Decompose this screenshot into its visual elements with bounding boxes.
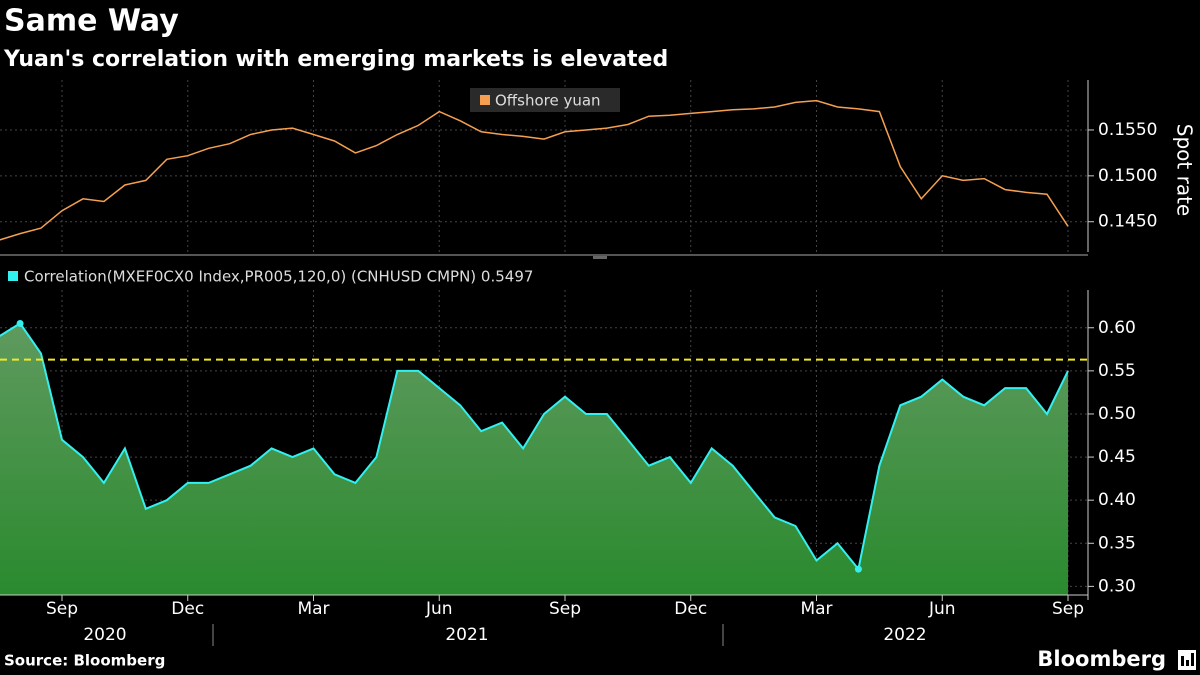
y-tick-label: 0.55: [1098, 361, 1136, 381]
area-line: [0, 322, 1069, 572]
legend-swatch: [480, 95, 490, 105]
extreme-dot: [854, 565, 862, 573]
x-group-label: 2022: [883, 625, 926, 645]
y-tick-label: 0.45: [1098, 447, 1136, 467]
plot-area: [0, 80, 1088, 595]
y-tick-label: 0.30: [1098, 576, 1136, 596]
x-group-label: 2020: [83, 625, 126, 645]
y-tick-label: 0.1500: [1098, 166, 1157, 186]
x-tick-label: Mar: [297, 599, 329, 619]
x-tick-label: Mar: [800, 599, 832, 619]
y-tick-label: 0.50: [1098, 404, 1136, 424]
y-axis-label: Spot rate: [1173, 124, 1197, 216]
brand-icon-bar: [1191, 653, 1194, 666]
chart-subtitle: Yuan's correlation with emerging markets…: [3, 47, 668, 72]
x-group-label: 2021: [445, 625, 488, 645]
legend-swatch: [8, 271, 18, 281]
extreme-dot: [16, 319, 24, 327]
x-tick-label: Sep: [549, 599, 581, 619]
x-tick-label: Sep: [46, 599, 78, 619]
x-tick-label: Dec: [171, 599, 204, 619]
y-tick-label: 0.1550: [1098, 120, 1157, 140]
x-tick-label: Jun: [928, 599, 956, 619]
panel-divider: [0, 254, 1088, 256]
source: Source: Bloomberg: [4, 652, 165, 670]
area-fill: [0, 323, 1068, 595]
x-tick-label: Jun: [425, 599, 453, 619]
x-tick-label: Sep: [1052, 599, 1084, 619]
legend-label: Offshore yuan: [495, 92, 601, 110]
y-tick-label: 0.60: [1098, 318, 1136, 338]
brand-icon-bar: [1181, 656, 1184, 666]
y-tick-label: 0.40: [1098, 490, 1136, 510]
x-tick-label: Dec: [674, 599, 707, 619]
chart-title: Same Way: [4, 4, 179, 39]
panel-handle: [593, 256, 607, 259]
brand-icon-bar: [1186, 660, 1189, 666]
line-series: [0, 99, 1069, 241]
legend-label: Correlation(MXEF0CX0 Index,PR005,120,0) …: [24, 268, 533, 286]
y-tick-label: 0.35: [1098, 533, 1136, 553]
y-tick-label: 0.1450: [1098, 212, 1157, 232]
brand-logo: Bloomberg: [1037, 647, 1166, 671]
legend-box: [470, 88, 620, 112]
